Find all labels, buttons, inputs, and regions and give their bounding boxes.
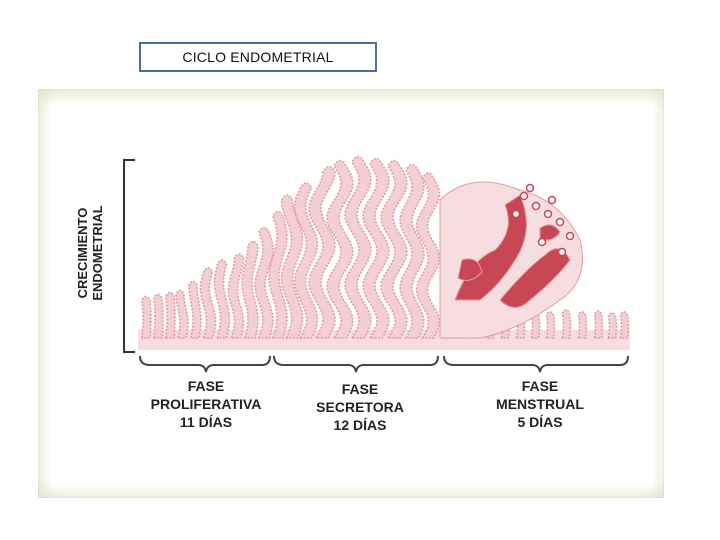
gland-12 (293, 182, 319, 339)
gland-stub-8 (561, 309, 572, 339)
phase-menstrual: FASE MENSTRUAL 5 DÍAS (480, 377, 600, 431)
gland-4 (188, 280, 202, 339)
gland-11 (280, 194, 304, 339)
blood-clot-2 (499, 248, 571, 308)
blood-clot-3 (457, 258, 483, 281)
gland-9 (254, 226, 274, 339)
gland-13 (308, 165, 336, 339)
debris-circle-4 (565, 231, 575, 241)
debris-circle-2 (543, 209, 553, 219)
debris-circle-3 (555, 217, 565, 227)
phase-secretory-line-2: SECRETORA (316, 399, 404, 415)
bracket-proliferative (139, 355, 271, 373)
gland-10 (268, 210, 288, 339)
gland-2 (165, 291, 176, 339)
gland-stub-12 (619, 311, 630, 339)
phase-menstrual-line-2: MENSTRUAL (496, 396, 584, 412)
gland-16 (362, 157, 390, 339)
phase-menstrual-duration: 5 DÍAS (517, 414, 563, 430)
phase-secretory-line-1: FASE (341, 381, 379, 397)
debris-circle-1 (531, 201, 541, 211)
gland-stub-7 (545, 311, 556, 339)
endometrial-glands (141, 155, 630, 339)
phase-proliferative: FASE PROLIFERATIVA 11 DÍAS (140, 377, 272, 431)
debris-circle-8 (525, 183, 535, 193)
phase-menstrual-line-1: FASE (521, 378, 559, 394)
bracket-menstrual (443, 355, 629, 373)
gland-15 (344, 155, 372, 339)
gland-19 (415, 172, 441, 339)
gland-5 (199, 267, 217, 339)
gland-stub-9 (577, 311, 588, 339)
bracket-secretory (273, 355, 439, 373)
debris-circle-5 (537, 237, 547, 247)
gland-1 (153, 293, 164, 339)
diagram-title: CICLO ENDOMETRIAL (139, 42, 377, 72)
gland-18 (399, 163, 425, 339)
phase-proliferative-line-2: PROLIFERATIVA (150, 396, 262, 412)
gland-stub-11 (607, 312, 618, 339)
gland-stub-10 (593, 310, 604, 339)
gland-8 (241, 240, 259, 339)
gland-14 (326, 159, 354, 339)
phase-proliferative-duration: 11 DÍAS (179, 414, 233, 430)
phase-proliferative-line-1: FASE (187, 378, 225, 394)
gland-17 (380, 159, 408, 339)
gland-3 (175, 289, 189, 339)
gland-7 (227, 253, 245, 339)
y-axis-label-line-2: ENDOMETRIAL (90, 205, 105, 301)
gland-6 (213, 259, 231, 339)
phase-secretory: FASE SECRETORA 12 DÍAS (300, 380, 420, 434)
debris-circle-0 (519, 191, 529, 201)
menstrual-shedding (439, 181, 583, 339)
debris-circle-7 (511, 209, 521, 219)
gland-0 (141, 295, 152, 339)
phase-secretory-duration: 12 DÍAS (333, 417, 387, 433)
debris-circle-9 (547, 195, 557, 205)
debris-circle-6 (557, 247, 567, 257)
y-axis-label-line-1: CRECIMIENTO (75, 207, 90, 299)
growth-axis-bracket (123, 159, 135, 353)
